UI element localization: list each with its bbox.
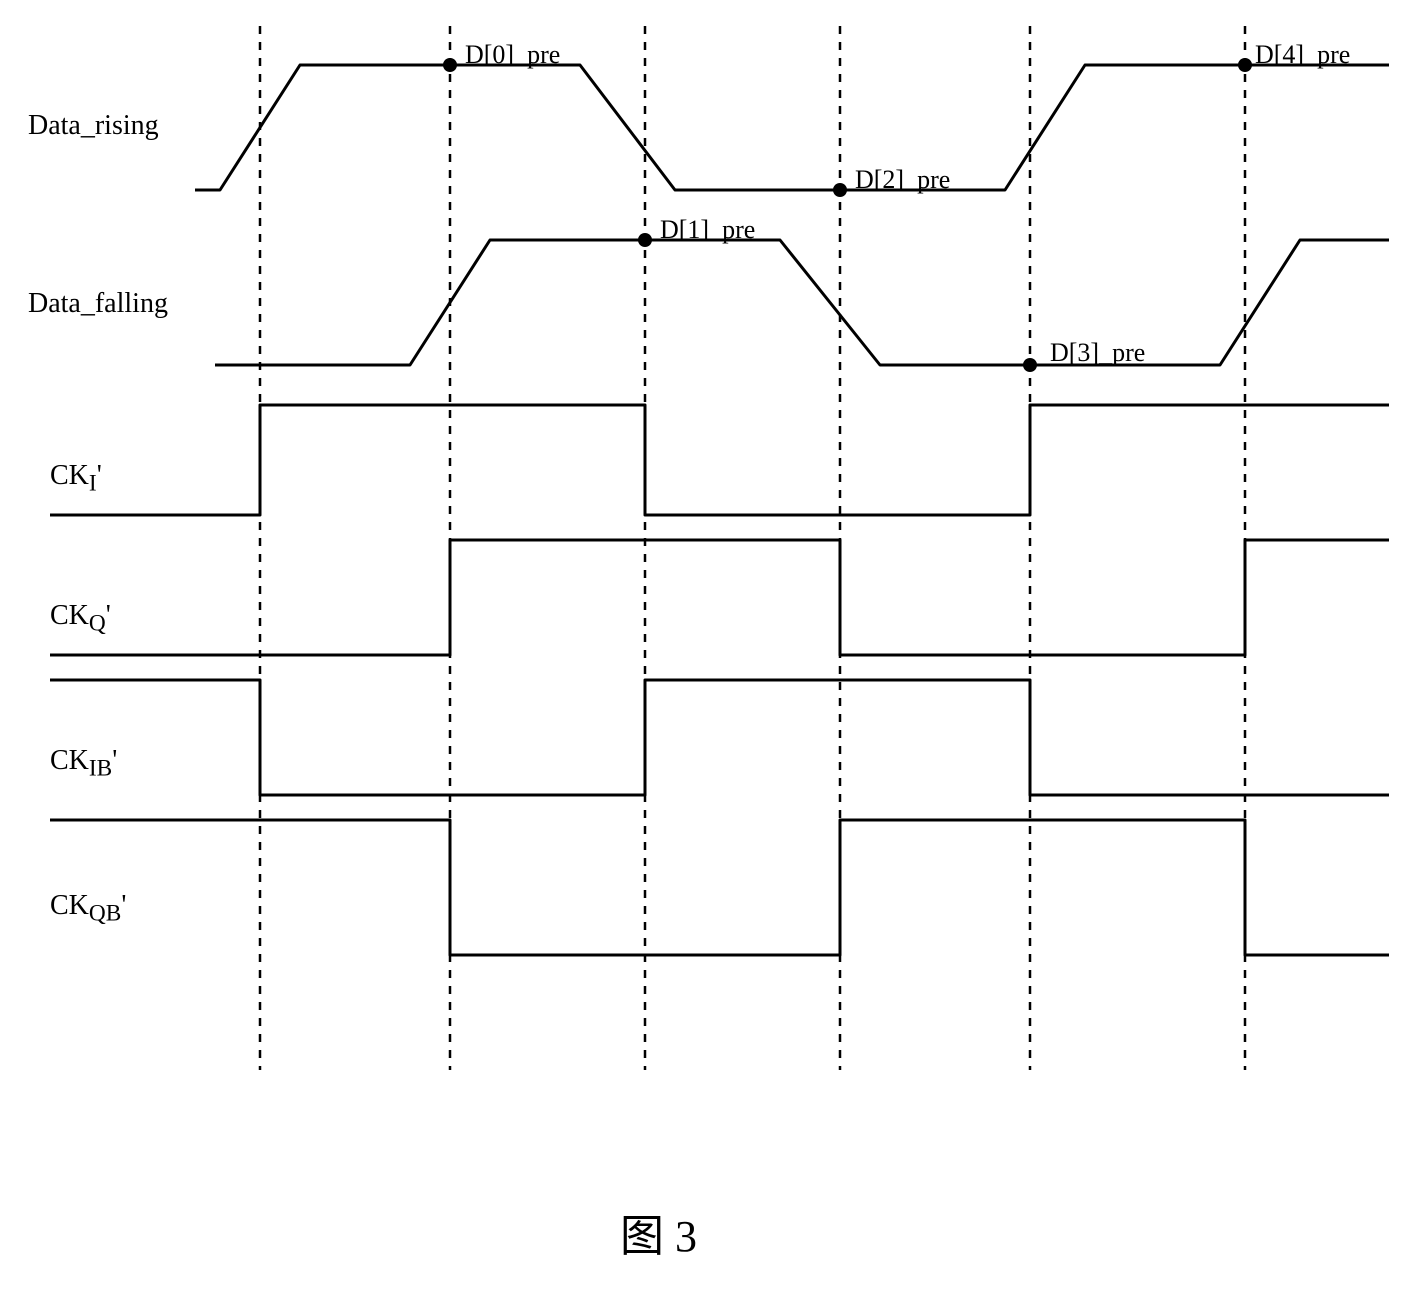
waveform-data_rising: [195, 65, 1389, 190]
sample-dot-4: [1238, 58, 1252, 72]
label-data-rising: Data_rising: [28, 110, 159, 142]
waveform-ck_qb: [50, 820, 1389, 955]
sample-label-1: D[1]_pre: [660, 215, 755, 245]
label-ck-i: CKI': [50, 460, 102, 498]
label-ck-ib: CKIB': [50, 745, 117, 783]
waveform-ck_i: [50, 405, 1389, 515]
sample-dot-2: [833, 183, 847, 197]
sample-dot-3: [1023, 358, 1037, 372]
diagram-svg: [20, 20, 1389, 1120]
waveform-ck_ib: [50, 680, 1389, 795]
ck-q-text: CK: [50, 600, 89, 631]
label-ck-qb: CKQB': [50, 890, 126, 928]
ck-ib-text: CK: [50, 745, 89, 776]
ck-i-text: CK: [50, 460, 89, 491]
waveform-ck_q: [50, 540, 1389, 655]
label-data-falling: Data_falling: [28, 288, 168, 320]
sample-label-2: D[2]_pre: [855, 165, 950, 195]
sample-label-0: D[0]_pre: [465, 40, 560, 70]
sample-dot-0: [443, 58, 457, 72]
waveform-data_falling: [215, 240, 1389, 365]
sample-label-3: D[3]_pre: [1050, 338, 1145, 368]
figure-caption: 图 3: [620, 1200, 697, 1264]
sample-label-4: D[4]_pre: [1255, 40, 1350, 70]
ck-qb-text: CK: [50, 890, 89, 921]
sample-dot-1: [638, 233, 652, 247]
label-ck-q: CKQ': [50, 600, 111, 638]
timing-diagram: Data_rising Data_falling CKI' CKQ' CKIB'…: [20, 20, 1389, 1120]
